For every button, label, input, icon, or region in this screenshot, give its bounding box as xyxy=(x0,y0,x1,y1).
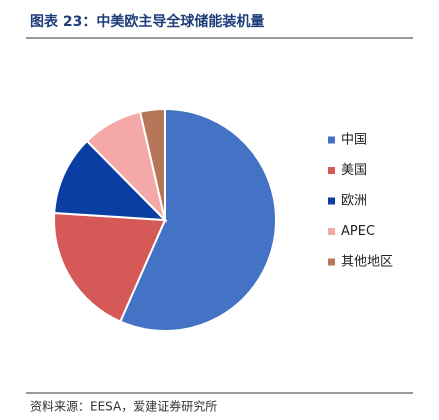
source-note: 资料来源：EESA，爱建证券研究所 xyxy=(30,399,217,414)
legend-label: 欧洲 xyxy=(341,194,367,209)
legend-label: 中国 xyxy=(341,133,367,148)
legend-label: 其他地区 xyxy=(341,255,393,270)
legend-swatch xyxy=(328,258,335,266)
pie-slice xyxy=(118,107,277,332)
legend-swatch xyxy=(328,167,335,174)
legend-swatch xyxy=(328,197,335,205)
pie-slice xyxy=(138,107,166,221)
legend-swatch xyxy=(328,228,335,235)
pie-slice xyxy=(53,139,168,222)
legend-swatch xyxy=(328,136,335,144)
legend-label: APEC xyxy=(341,224,375,239)
pie-slice xyxy=(53,211,167,323)
chart-title: 图表 23：中美欧主导全球储能装机量 xyxy=(30,13,264,30)
legend-label: 美国 xyxy=(341,163,367,178)
